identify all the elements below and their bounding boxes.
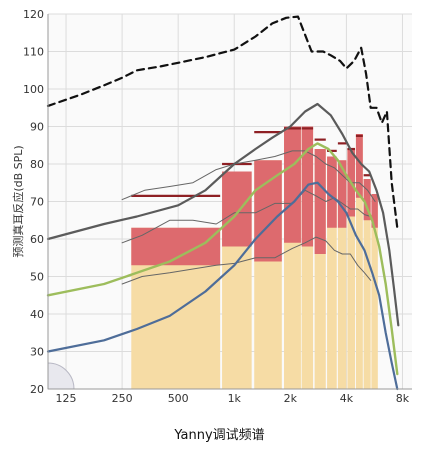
speech-band [327,156,337,389]
y-tick-label: 60 [30,233,44,246]
y-tick-label: 50 [30,271,44,284]
y-tick-label: 70 [30,196,44,209]
series-line-dashed [46,15,399,229]
x-tick-label: 4k [340,392,354,405]
x-tick-label: 1k [228,392,242,405]
x-tick-label: 125 [56,392,77,405]
x-tick-label: 8k [396,392,410,405]
y-axis-label: 预测真耳反应(dB SPL) [11,145,25,257]
range-band [314,149,326,254]
range-band [222,171,252,247]
range-band [355,134,363,198]
speech-band [301,126,314,389]
y-tick-label: 90 [30,121,44,134]
x-tick-label: 2k [284,392,298,405]
speech-band [347,149,356,389]
y-tick-label: 20 [30,383,44,396]
speech-band [355,134,363,389]
series-line-green [46,142,399,376]
range-band [337,160,347,228]
series-line-dark-gray [46,102,400,327]
x-tick-label: 500 [168,392,189,405]
series-line-thin-lower [121,236,372,285]
y-tick-label: 100 [23,83,44,96]
range-band [363,179,371,221]
speech-band [314,149,326,389]
speech-band [363,179,371,389]
y-tick-label: 110 [23,46,44,59]
y-tick-label: 80 [30,158,44,171]
y-tick-label: 40 [30,308,44,321]
y-tick-label: 30 [30,346,44,359]
range-band [371,194,378,228]
speech-band [371,194,378,389]
range-band [327,156,337,228]
range-band [284,126,301,243]
chart-title: Yanny调试频谱 [174,428,265,443]
speech-band [337,160,347,389]
y-tick-label: 120 [23,8,44,21]
x-tick-label: 250 [112,392,133,405]
series-line-blue [46,181,399,391]
